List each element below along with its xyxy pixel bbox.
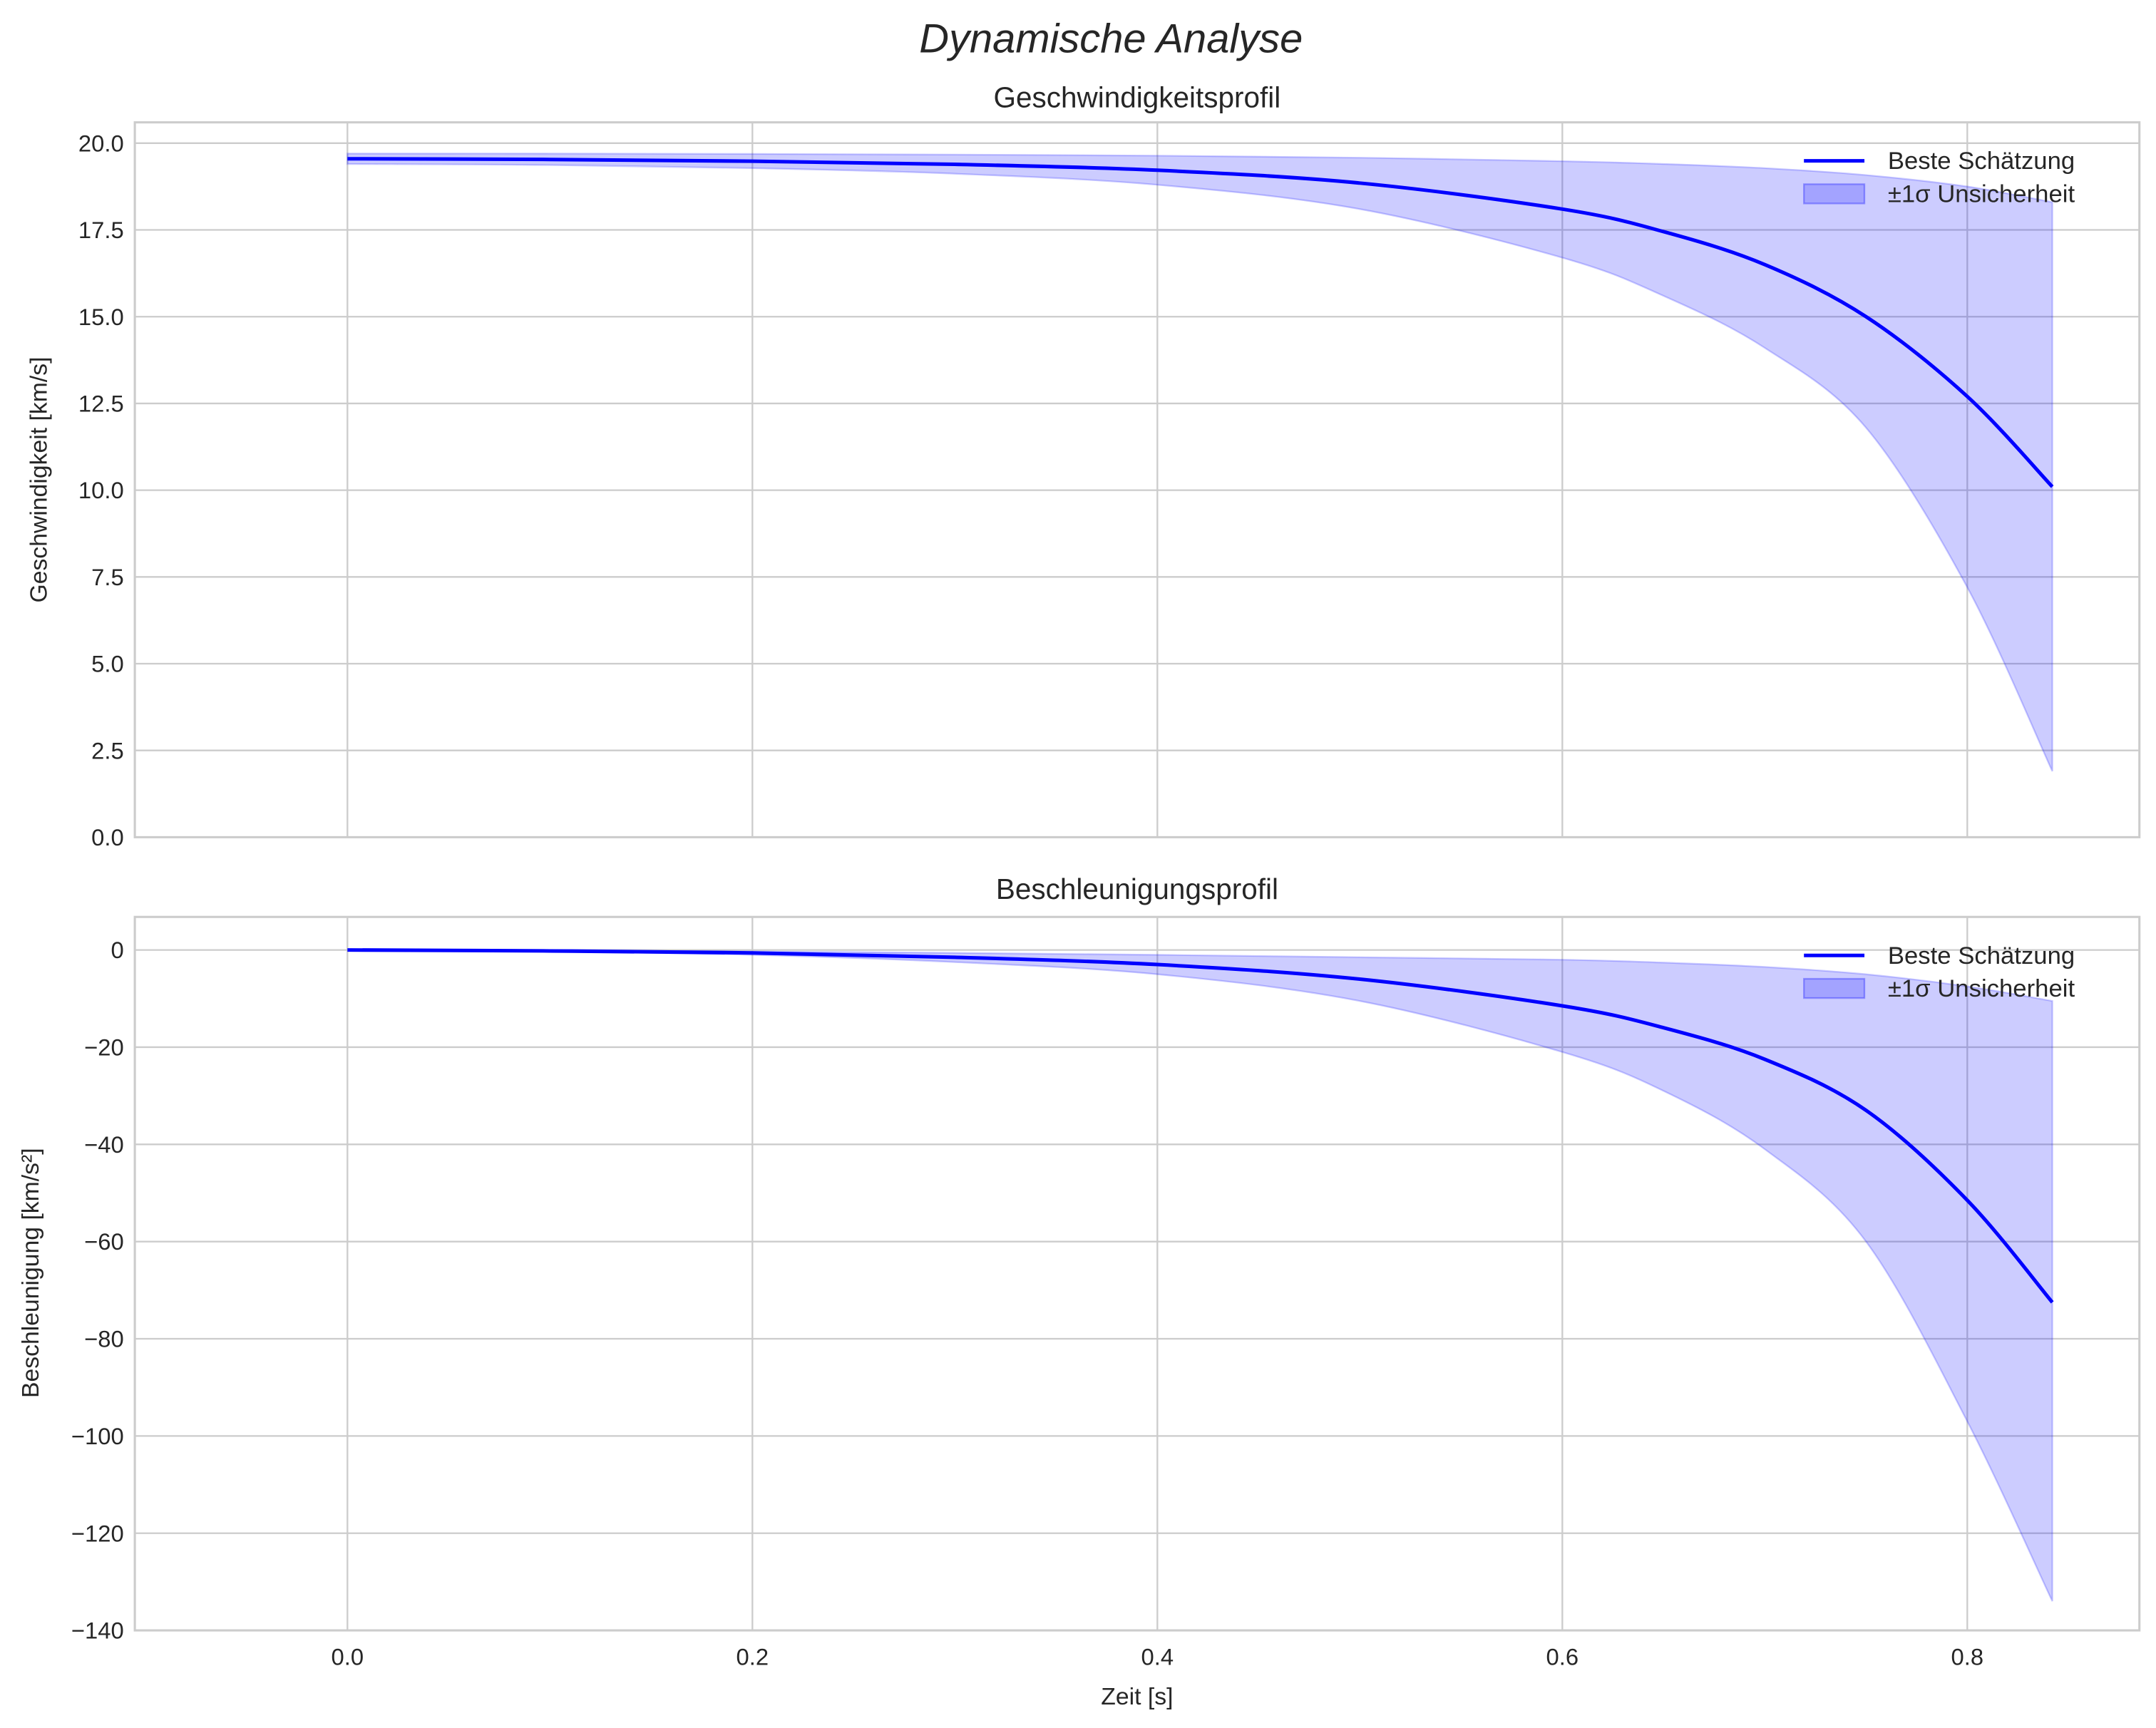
y-tick-label: −60	[84, 1228, 124, 1255]
legend: Beste Schätzung ±1σ Unsicherheit	[1803, 148, 2075, 207]
y-tick-label: 10.0	[78, 477, 124, 503]
y-tick-label: −100	[71, 1423, 124, 1449]
x-tick-label: 0.0	[332, 1643, 364, 1670]
uncertainty-band	[346, 153, 2053, 772]
y-tick-label: 0	[111, 937, 123, 963]
y-tick-label: 0.0	[91, 824, 124, 850]
y-tick-label: 12.5	[78, 390, 124, 416]
legend-label: ±1σ Unsicherheit	[1888, 180, 2075, 207]
axes-frame	[133, 915, 2141, 1632]
x-tick-label: 0.2	[736, 1643, 769, 1670]
legend-label: Beste Schätzung	[1888, 148, 2075, 175]
grid	[135, 917, 2140, 1632]
velocity-title: Geschwindigkeitsprofil	[994, 81, 1281, 113]
axes-frame	[133, 121, 2141, 838]
acceleration-title: Beschleunigungsprofil	[996, 873, 1278, 905]
figure-suptitle: Dynamische Analyse	[919, 16, 1303, 61]
y-tick-label: 20.0	[78, 130, 124, 156]
x-tick-label: 0.4	[1141, 1643, 1174, 1670]
velocity-axes: Geschwindigkeitsprofil Geschwindigkeit […	[26, 81, 2141, 850]
y-tick-label: −120	[71, 1520, 124, 1546]
legend-label: Beste Schätzung	[1888, 942, 2075, 970]
legend-band-swatch	[1803, 183, 1866, 205]
legend: Beste Schätzung ±1σ Unsicherheit	[1803, 942, 2075, 1002]
velocity-ylabel: Geschwindigkeit [km/s]	[26, 357, 53, 603]
legend-band-swatch	[1803, 977, 1866, 999]
uncertainty-band	[347, 949, 2053, 1602]
y-tick-label: 2.5	[91, 737, 124, 763]
y-tick-label: 15.0	[78, 304, 124, 330]
y-tick-label: 7.5	[91, 564, 124, 590]
y-tick-label: −140	[71, 1618, 124, 1644]
acceleration-axes: Beschleunigungsprofil Beschleunigung [km…	[17, 873, 2141, 1710]
y-tick-label: −80	[84, 1326, 124, 1352]
best-estimate-line	[347, 948, 2054, 1304]
grid	[135, 122, 2140, 838]
y-tick-label: 5.0	[91, 651, 124, 677]
y-tick-label: 17.5	[78, 217, 124, 243]
x-axis-label: Zeit [s]	[1101, 1683, 1173, 1710]
best-estimate-line	[347, 157, 2054, 488]
legend-label: ±1σ Unsicherheit	[1888, 975, 2075, 1002]
y-tick-label: −40	[84, 1131, 124, 1158]
y-tick-label: −20	[84, 1034, 124, 1061]
x-tick-label: 0.8	[1951, 1643, 1984, 1670]
acceleration-ylabel: Beschleunigung [km/s²]	[17, 1148, 44, 1398]
x-tick-label: 0.6	[1546, 1643, 1579, 1670]
